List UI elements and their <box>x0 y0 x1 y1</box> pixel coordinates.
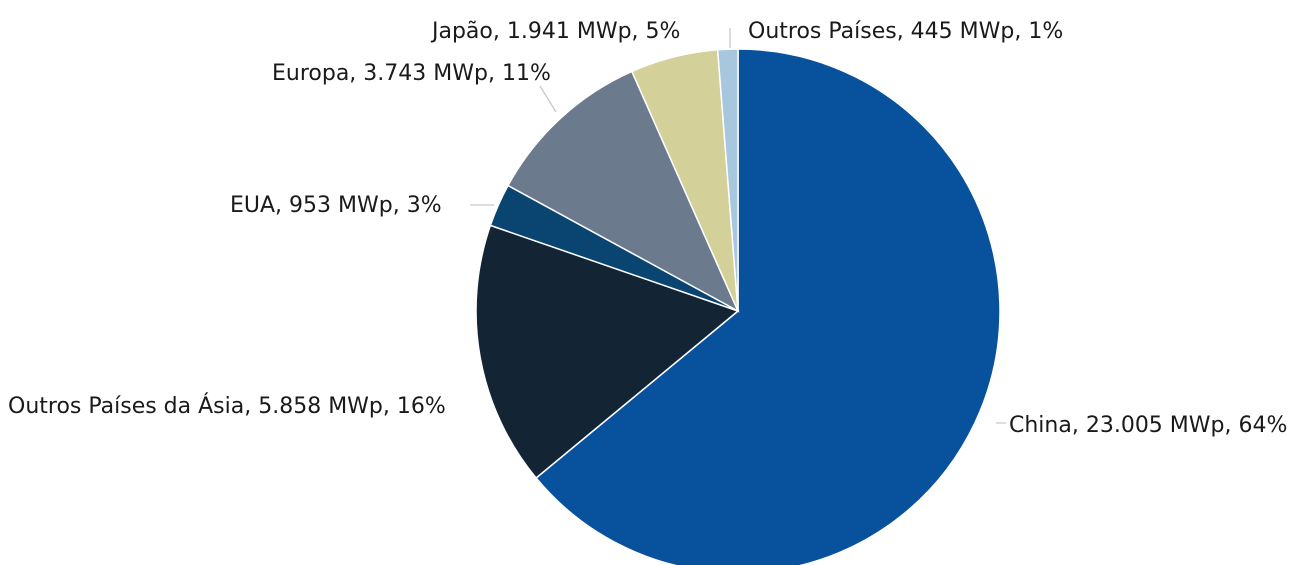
pie-slice-europa <box>506 70 740 313</box>
data-label-japao: Japão, 1.941 MWp, 5% <box>430 19 680 44</box>
data-label-eua: EUA, 953 MWp, 3% <box>230 193 442 218</box>
data-label-outros-paises-asia: Outros Países da Ásia, 5.858 MWp, 16% <box>8 393 446 419</box>
data-label-china: China, 23.005 MWp, 64% <box>1009 413 1287 438</box>
slice-labels: China, 23.005 MWp, 64% Outros Países da … <box>8 19 1287 438</box>
pie-slice-outros-paises <box>716 48 739 312</box>
leader-line-europa <box>539 85 557 113</box>
pie-slices <box>475 48 1001 565</box>
data-label-europa: Europa, 3.743 MWp, 11% <box>272 61 551 86</box>
leader-lines <box>470 28 1006 424</box>
data-label-outros-paises: Outros Países, 445 MWp, 1% <box>748 19 1063 44</box>
pie-slice-china <box>535 48 1001 565</box>
